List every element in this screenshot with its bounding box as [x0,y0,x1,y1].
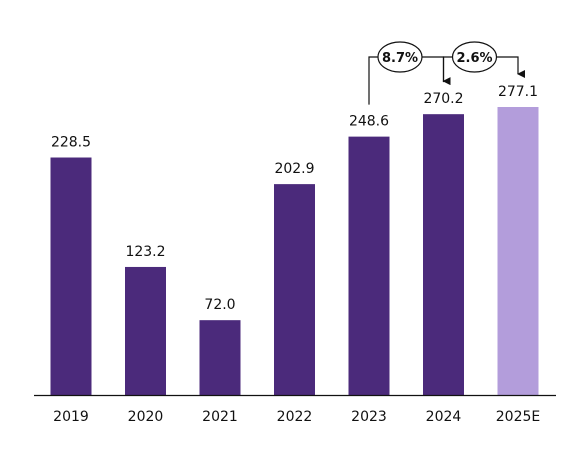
bar-2020 [125,266,166,395]
bar-2019 [50,157,92,395]
x-tick-2022: 2022 [277,409,313,425]
bar-2021 [199,320,241,395]
bars-layer [50,107,539,395]
bar-2022 [274,184,315,395]
value-labels-layer: 228.5 123.2 72.0 202.9 248.6 270.2 277.1 [51,84,538,313]
value-label-2023: 248.6 [349,114,389,130]
growth-bubble [377,41,423,73]
x-tick-2021: 2021 [202,409,238,425]
value-label-2025e: 277.1 [498,84,538,100]
growth-annotation-2024-2025e: 2.6% [442,41,525,83]
x-tick-2023: 2023 [351,409,387,425]
value-label-2020: 123.2 [125,244,165,260]
value-label-2024: 270.2 [423,91,463,107]
x-tick-2024: 2024 [426,409,462,425]
bar-2024 [423,114,464,395]
bar-2023 [348,136,390,395]
value-label-2022: 202.9 [274,161,314,177]
bar-2025e [497,107,539,395]
x-tick-2020: 2020 [128,409,164,425]
value-label-2019: 228.5 [51,135,91,151]
growth-rate-label: 2.6% [456,51,492,66]
x-axis-tick-labels: 2019 2020 2021 2022 2023 2024 2025E [53,409,540,425]
x-tick-2019: 2019 [53,409,89,425]
value-label-2021: 72.0 [204,297,235,313]
growth-annotations: 8.7% 2.6% [368,41,525,105]
growth-bubble [451,41,498,73]
x-tick-2025e: 2025E [496,409,540,425]
growth-rate-label: 8.7% [382,51,418,66]
